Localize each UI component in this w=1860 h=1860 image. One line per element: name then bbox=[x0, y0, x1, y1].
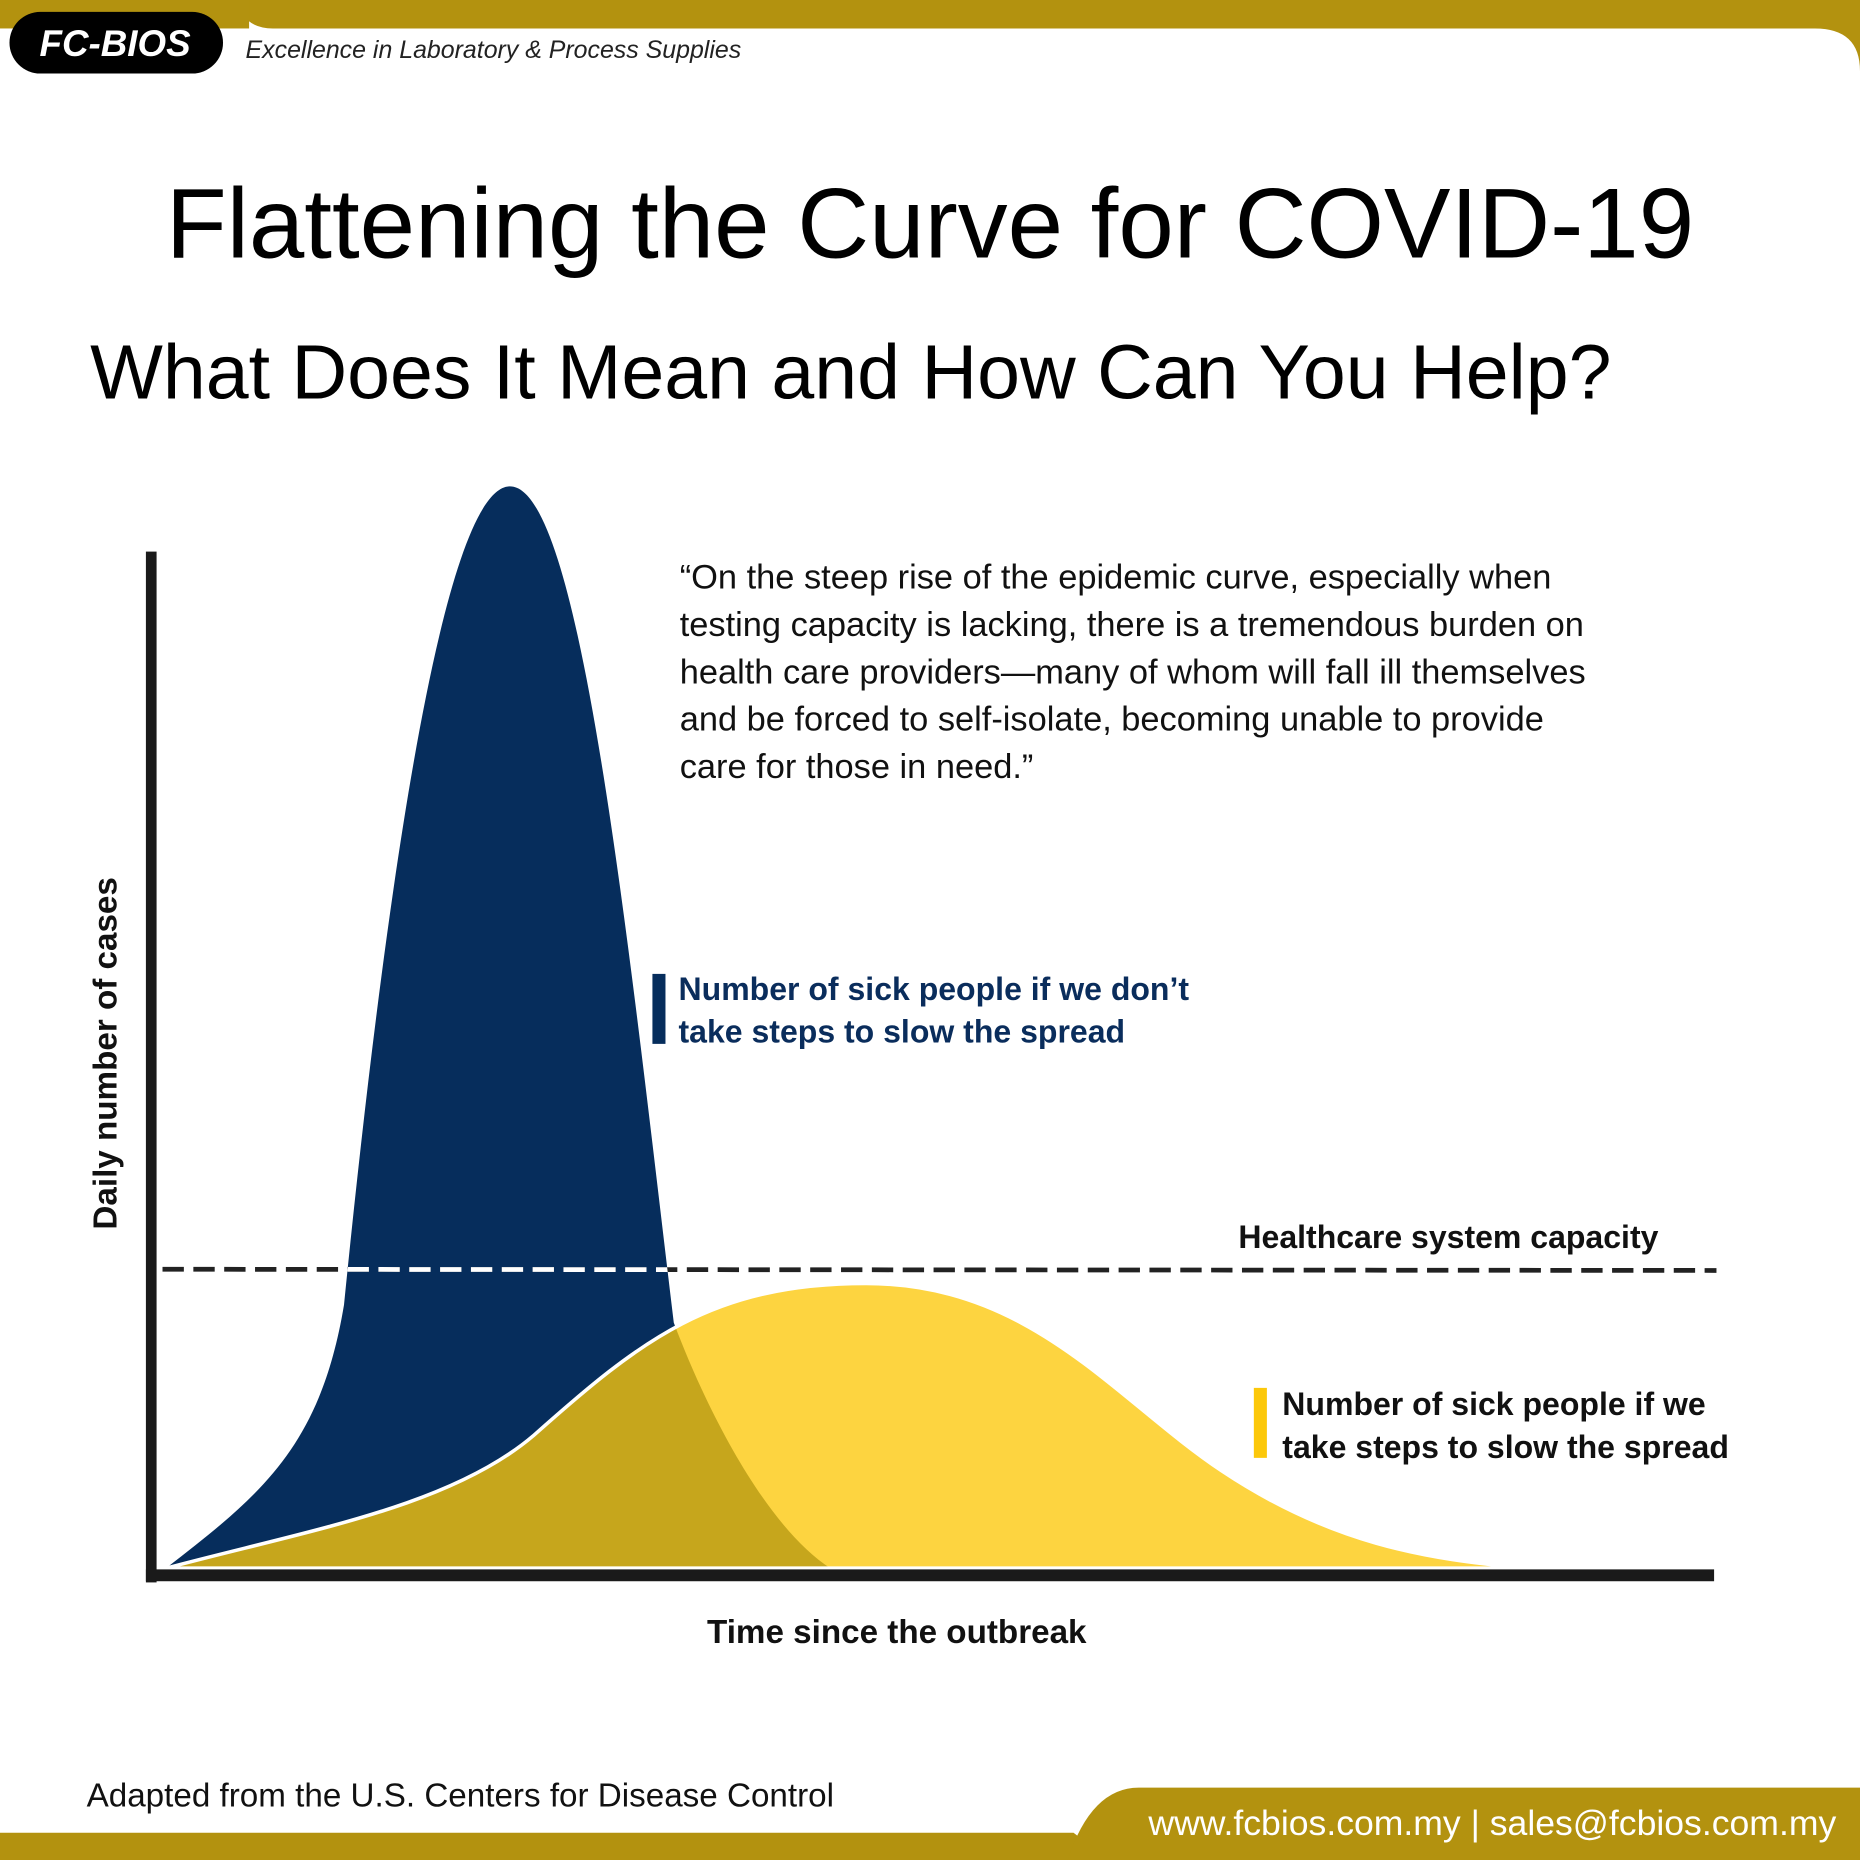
x-axis-label: Time since the outbreak bbox=[707, 1614, 1087, 1651]
source: Adapted from the U.S. Centers for Diseas… bbox=[87, 1778, 834, 1815]
contact: www.fcbios.com.my | sales@fcbios.com.my bbox=[1147, 1803, 1836, 1843]
logo: FC-BIOS bbox=[39, 23, 191, 64]
action-line: take steps to slow the spread bbox=[1282, 1429, 1729, 1465]
footer-tab bbox=[1067, 1787, 1860, 1860]
title: Flattening the Curve for COVID-19 bbox=[166, 168, 1694, 279]
no-action-label: Number of sick people if we don’t take st… bbox=[679, 971, 1190, 1050]
y-axis-label: Daily number of cases bbox=[87, 877, 124, 1229]
quote-line: care for those in need.” bbox=[680, 748, 1034, 786]
quote-line: “On the steep rise of the epidemic curve… bbox=[680, 558, 1552, 596]
y-axis bbox=[145, 551, 157, 1583]
action-curve bbox=[165, 1281, 1531, 1570]
x-axis bbox=[145, 1569, 1715, 1582]
action-label: Number of sick people if we take steps to… bbox=[1282, 1386, 1729, 1465]
header-band bbox=[0, 0, 1860, 72]
action-line: Number of sick people if we bbox=[1282, 1386, 1705, 1422]
action-marker bbox=[1253, 1387, 1267, 1458]
quote-line: and be forced to self-isolate, becoming … bbox=[680, 701, 1544, 739]
quote-line: testing capacity is lacking, there is a … bbox=[680, 606, 1584, 644]
quote: “On the steep rise of the epidemic curve… bbox=[680, 558, 1586, 786]
subtitle: What Does It Mean and How Can You Help? bbox=[90, 330, 1611, 416]
no-action-line: take steps to slow the spread bbox=[679, 1014, 1126, 1050]
no-action-marker bbox=[652, 973, 666, 1044]
tagline: Excellence in Laboratory & Process Suppl… bbox=[246, 36, 742, 64]
capacity-label: Healthcare system capacity bbox=[1238, 1219, 1658, 1255]
footer-band bbox=[0, 1832, 1110, 1860]
logo-pill bbox=[9, 11, 224, 74]
no-action-line: Number of sick people if we don’t bbox=[679, 971, 1190, 1007]
no-action-curve bbox=[166, 486, 831, 1569]
capacity-line-overlay bbox=[166, 1266, 831, 1273]
quote-line: health care providers—many of whom will … bbox=[680, 653, 1586, 691]
